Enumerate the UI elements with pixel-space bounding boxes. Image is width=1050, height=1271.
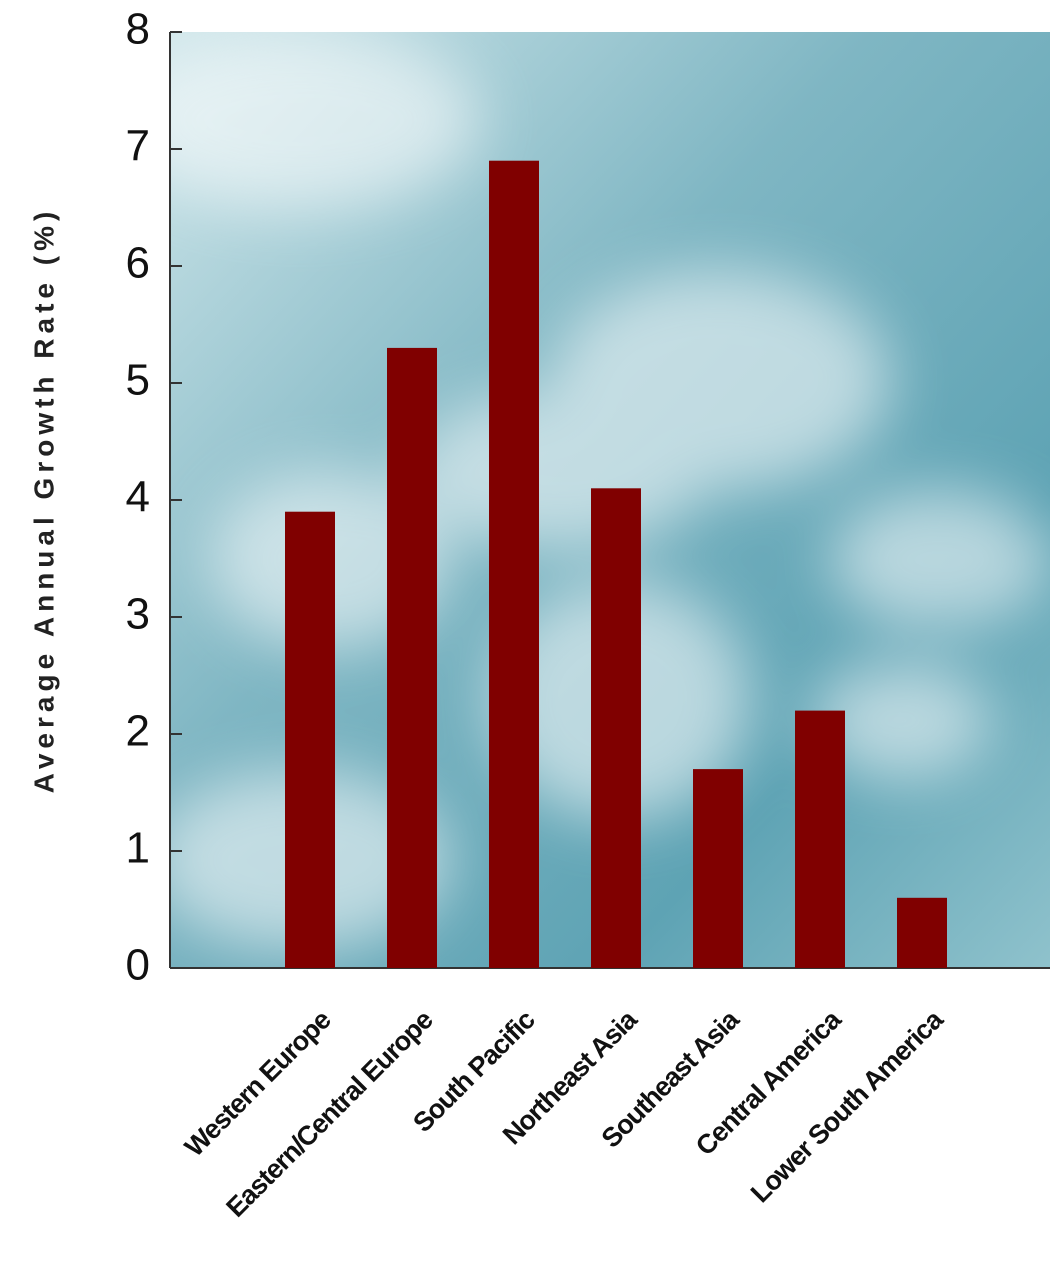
bar <box>693 769 743 968</box>
bar <box>897 898 947 968</box>
x-tick-label: Eastern/Central Europe <box>220 1004 439 1223</box>
bar <box>795 711 845 968</box>
x-tick-label: Lower South America <box>745 1004 950 1209</box>
chart: Average Annual Growth Rate (%) 0 1 2 3 4 5 6 7 8… <box>0 0 1050 1271</box>
y-tick-label: 3 <box>126 590 150 639</box>
y-axis-label: Average Annual Growth Rate (%) <box>28 207 59 794</box>
bar <box>489 161 539 968</box>
y-tick-label: 1 <box>126 824 150 873</box>
bar <box>591 488 641 968</box>
y-tick-label: 8 <box>126 5 150 54</box>
y-tick-label: 4 <box>126 473 150 522</box>
bar <box>285 512 335 968</box>
y-tick-label: 5 <box>126 356 150 405</box>
y-tick-label: 2 <box>126 707 150 756</box>
y-tick-label: 7 <box>126 122 150 171</box>
y-tick-label: 0 <box>126 941 150 990</box>
y-tick-label: 6 <box>126 239 150 288</box>
bar <box>387 348 437 968</box>
plot-background <box>120 30 1050 968</box>
